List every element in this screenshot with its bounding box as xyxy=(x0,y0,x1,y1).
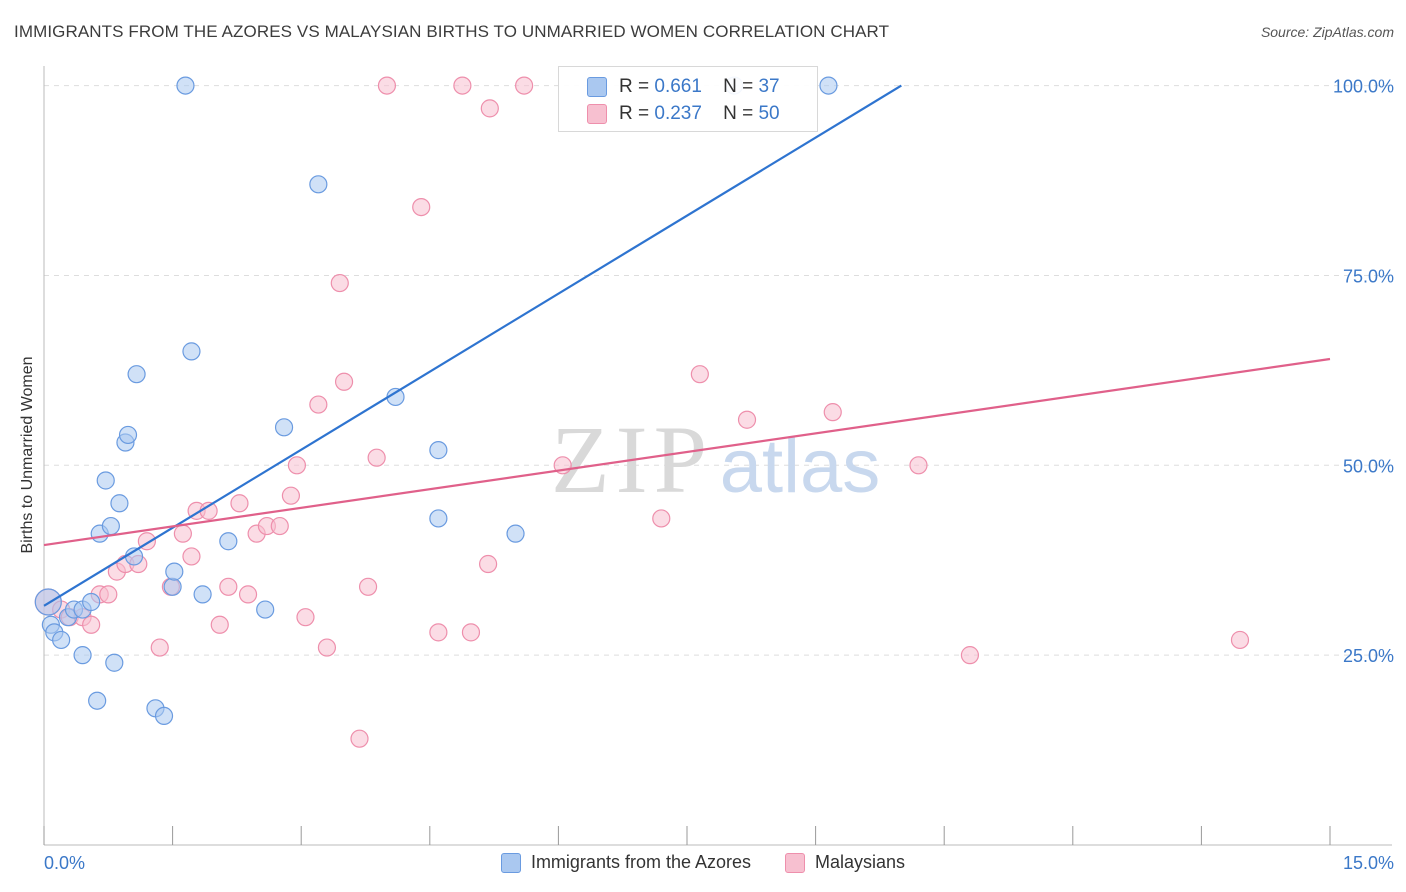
malaysians-point xyxy=(515,76,534,95)
n-value: 37 xyxy=(758,76,780,97)
bottom-legend: Immigrants from the Azores Malaysians xyxy=(0,852,1406,873)
y-tick-label: 25.0% xyxy=(1343,646,1394,666)
malaysians-point xyxy=(737,410,757,429)
source-label: Source: ZipAtlas.com xyxy=(1260,24,1394,40)
azores-point xyxy=(309,175,328,194)
azores-point xyxy=(182,342,201,361)
azores-point xyxy=(105,653,124,672)
azores-point xyxy=(219,532,238,551)
malaysians-point xyxy=(690,365,709,384)
malaysians-point xyxy=(173,524,192,543)
azores-point xyxy=(506,524,525,543)
malaysians-point xyxy=(82,615,101,634)
malaysians-point xyxy=(99,585,118,604)
azores-point xyxy=(118,425,138,445)
malaysians-point xyxy=(270,516,289,536)
malaysians-point xyxy=(182,547,201,566)
azores-point xyxy=(165,562,184,581)
malaysians-point xyxy=(281,486,301,505)
azores-legend-swatch xyxy=(500,852,521,873)
y-tick-label: 50.0% xyxy=(1343,456,1394,476)
trend-lines xyxy=(43,84,1331,607)
y-tick-label: 100.0% xyxy=(1333,77,1394,97)
azores-point xyxy=(96,471,115,490)
malaysians-point xyxy=(480,99,499,118)
azores-point xyxy=(429,441,448,460)
malaysians-point xyxy=(230,494,249,513)
legend-item-malaysians[interactable]: Malaysians xyxy=(785,852,905,873)
malaysians-point xyxy=(296,608,315,627)
azores-point xyxy=(429,509,448,528)
azores-point xyxy=(73,646,92,665)
azores-swatch xyxy=(587,77,607,97)
malaysians-point xyxy=(652,509,671,528)
malaysians-point xyxy=(412,197,431,217)
n-value: 50 xyxy=(758,103,780,124)
chart-title: IMMIGRANTS FROM THE AZORES VS MALAYSIAN … xyxy=(14,22,890,41)
r-value: 0.237 xyxy=(654,103,702,124)
n-label: N = xyxy=(723,103,754,124)
tick-labels: 25.0% 50.0% 75.0% 100.0% 0.0% 15.0% xyxy=(44,77,1394,873)
azores-point xyxy=(127,365,146,384)
malaysians-point xyxy=(367,448,386,467)
x-tick-label: 15.0% xyxy=(1343,853,1394,873)
grid-lines xyxy=(44,85,1392,656)
malaysians-point xyxy=(358,577,378,596)
azores-point xyxy=(101,516,120,536)
azores-trend-line xyxy=(43,84,902,607)
malaysians-point xyxy=(334,372,354,391)
malaysians-point xyxy=(350,729,369,748)
watermark-atlas: atlas xyxy=(720,424,881,509)
azores-point xyxy=(163,577,182,596)
malaysians-point xyxy=(377,76,397,95)
y-tick-label: 75.0% xyxy=(1343,266,1394,286)
malaysians-point xyxy=(287,456,307,475)
legend-label-azores: Immigrants from the Azores xyxy=(530,852,752,872)
azores-point xyxy=(256,600,275,619)
azores-point xyxy=(110,494,129,513)
malaysians-point xyxy=(1230,630,1250,650)
malaysians-point xyxy=(150,638,169,657)
malaysians-point xyxy=(909,456,928,475)
malaysians-point xyxy=(309,395,328,414)
malaysians-trend-line xyxy=(43,357,1331,547)
legend-item-azores[interactable]: Immigrants from the Azores xyxy=(500,852,752,873)
azores-point xyxy=(176,76,195,95)
malaysians-point xyxy=(238,585,258,604)
r-label: R = xyxy=(619,103,650,124)
azores-point xyxy=(819,76,838,95)
legend-label-malaysians: Malaysians xyxy=(815,852,906,872)
correlation-legend: R = 0.661 N = 37 R = 0.237 N = 50 xyxy=(558,66,818,132)
r-value: 0.661 xyxy=(654,76,702,97)
malaysians-point xyxy=(429,623,448,642)
malaysians-point xyxy=(478,554,498,574)
azores-point xyxy=(82,592,101,612)
malaysians-point xyxy=(317,638,337,657)
n-label: N = xyxy=(723,76,754,97)
azores-point xyxy=(193,585,212,604)
x-tick-label: 0.0% xyxy=(44,853,85,873)
malaysians-point xyxy=(960,646,980,665)
malaysians-point xyxy=(330,273,349,293)
azores-point xyxy=(88,691,107,710)
malaysians-point xyxy=(823,403,842,422)
azores-point xyxy=(52,630,71,650)
malaysians-swatch xyxy=(587,104,607,124)
malaysians-points xyxy=(34,76,1250,748)
azores-point xyxy=(154,706,174,726)
r-label: R = xyxy=(619,76,650,97)
malaysians-point xyxy=(453,76,472,95)
azores-point xyxy=(274,418,294,437)
malaysians-point xyxy=(219,577,238,596)
malaysians-legend-swatch xyxy=(785,852,806,873)
axes xyxy=(43,66,1392,846)
malaysians-point xyxy=(461,623,481,642)
watermark: ZIP atlas xyxy=(551,406,880,513)
malaysians-point xyxy=(210,615,229,634)
